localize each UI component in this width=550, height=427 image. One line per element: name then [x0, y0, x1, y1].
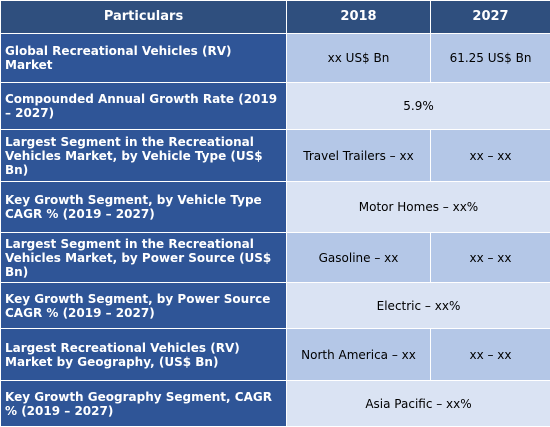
- row-label: Largest Recreational Vehicles (RV) Marke…: [1, 329, 287, 381]
- table-row: Largest Segment in the Recreational Vehi…: [1, 130, 550, 182]
- header-row: Particulars 2018 2027: [1, 1, 550, 34]
- row-label: Compounded Annual Growth Rate (2019 – 20…: [1, 83, 287, 130]
- value-2018: North America – xx: [287, 329, 431, 381]
- row-label: Global Recreational Vehicles (RV) Market: [1, 34, 287, 83]
- table-row: Global Recreational Vehicles (RV) Market…: [1, 34, 550, 83]
- value-2027: 61.25 US$ Bn: [431, 34, 550, 83]
- table-row: Key Growth Segment, by Power Source CAGR…: [1, 283, 550, 329]
- merged-value: Asia Pacific – xx%: [287, 381, 550, 427]
- merged-value: Motor Homes – xx%: [287, 182, 550, 233]
- value-2018: Gasoline – xx: [287, 233, 431, 283]
- value-2018: xx US$ Bn: [287, 34, 431, 83]
- value-2027: xx – xx: [431, 233, 550, 283]
- table-row: Largest Segment in the Recreational Vehi…: [1, 233, 550, 283]
- header-particulars: Particulars: [1, 1, 287, 34]
- merged-value: Electric – xx%: [287, 283, 550, 329]
- row-label: Key Growth Segment, by Power Source CAGR…: [1, 283, 287, 329]
- row-label: Key Growth Geography Segment, CAGR % (20…: [1, 381, 287, 427]
- row-label: Largest Segment in the Recreational Vehi…: [1, 233, 287, 283]
- row-label: Largest Segment in the Recreational Vehi…: [1, 130, 287, 182]
- value-2027: xx – xx: [431, 130, 550, 182]
- table-row: Compounded Annual Growth Rate (2019 – 20…: [1, 83, 550, 130]
- table-row: Largest Recreational Vehicles (RV) Marke…: [1, 329, 550, 381]
- value-2018: Travel Trailers – xx: [287, 130, 431, 182]
- header-2027: 2027: [431, 1, 550, 34]
- table-row: Key Growth Geography Segment, CAGR % (20…: [1, 381, 550, 427]
- merged-value: 5.9%: [287, 83, 550, 130]
- value-2027: xx – xx: [431, 329, 550, 381]
- header-2018: 2018: [287, 1, 431, 34]
- row-label: Key Growth Segment, by Vehicle Type CAGR…: [1, 182, 287, 233]
- table-row: Key Growth Segment, by Vehicle Type CAGR…: [1, 182, 550, 233]
